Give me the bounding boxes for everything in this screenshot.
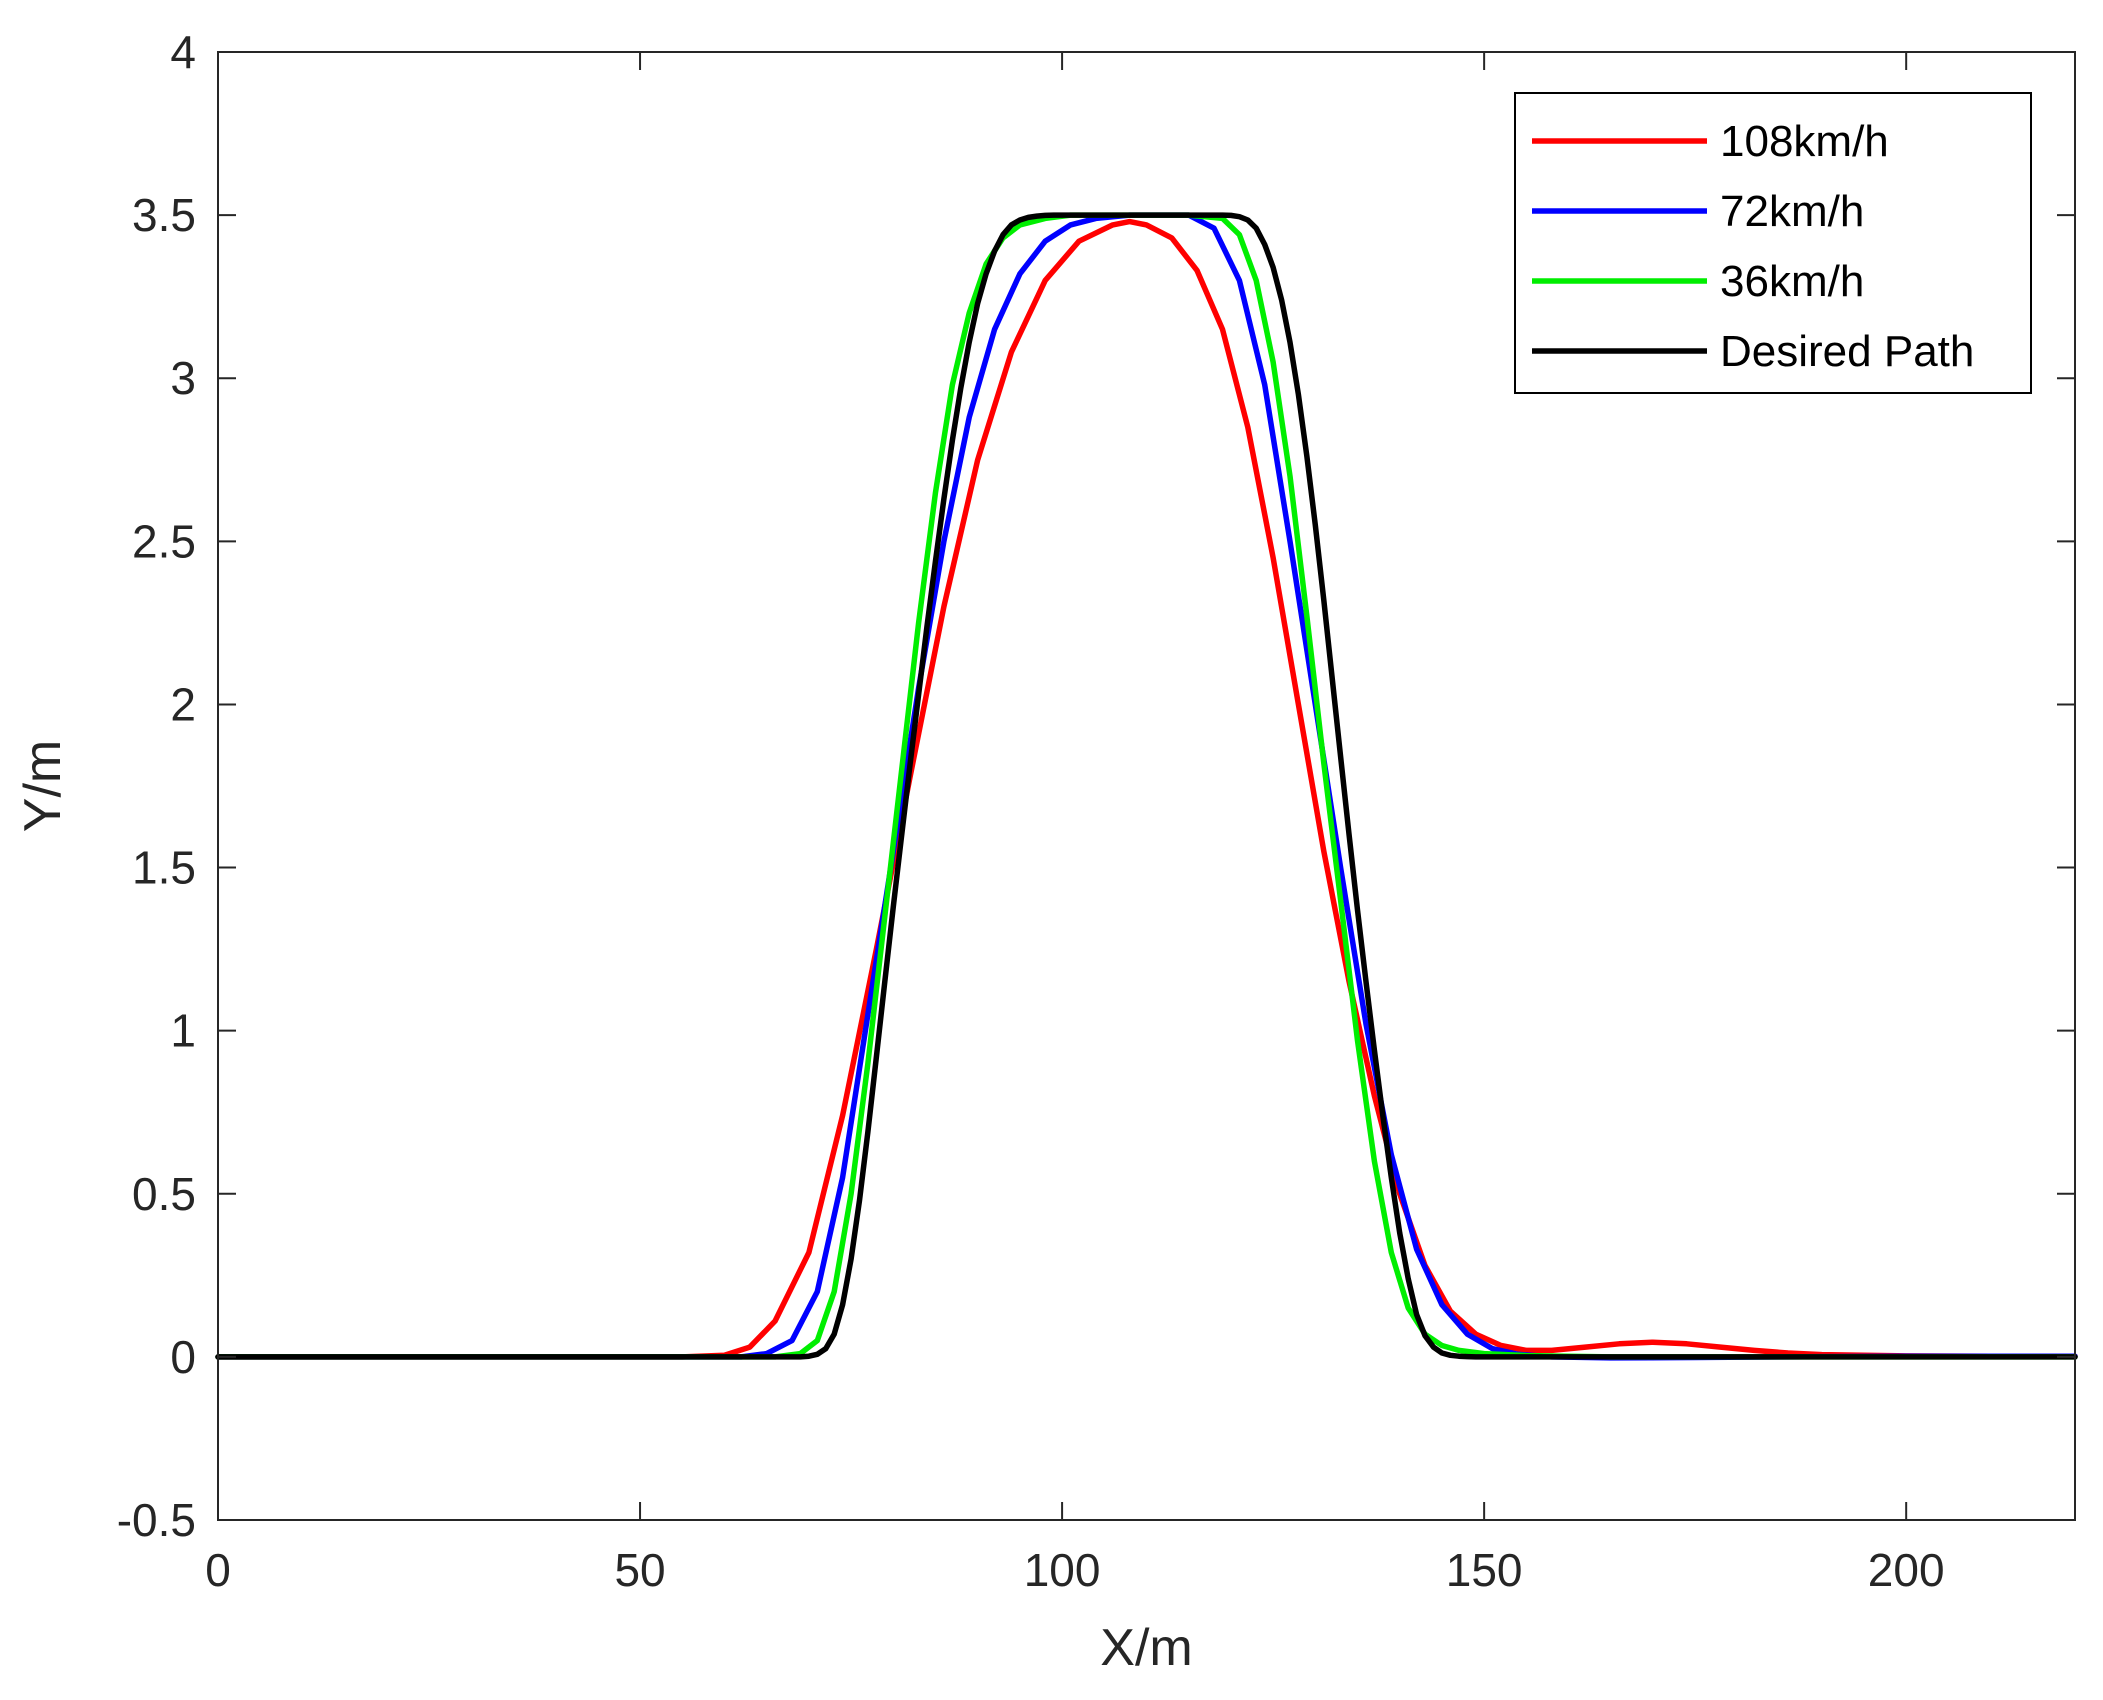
y-tick-label: 4 xyxy=(170,26,196,78)
y-tick-label: 3 xyxy=(170,352,196,404)
plot-border xyxy=(217,51,2076,1521)
legend: 108km/h 72km/h 36km/h Desired Path xyxy=(1514,92,2032,394)
y-tick-label: 2.5 xyxy=(132,515,196,567)
legend-label-0: 108km/h xyxy=(1720,117,1889,166)
series-line-3 xyxy=(215,212,2078,1360)
y-tick-label: 2 xyxy=(170,678,196,730)
y-tick-label: 0.5 xyxy=(132,1168,196,1220)
x-tick-label: 0 xyxy=(205,1544,231,1596)
ticks-layer xyxy=(217,51,2075,1521)
y-tick-label: 0 xyxy=(170,1331,196,1383)
x-tick-label: 150 xyxy=(1446,1544,1523,1596)
tick-labels: 0 50 100 150 200-0.500.511.522.533.54 xyxy=(117,26,1945,1596)
legend-label-2: 36km/h xyxy=(1720,257,1864,306)
y-tick-label: 1 xyxy=(170,1005,196,1057)
x-tick-label: 200 xyxy=(1868,1544,1945,1596)
legend-label-1: 72km/h xyxy=(1720,187,1864,236)
x-tick-label: 50 xyxy=(614,1544,665,1596)
x-tick-label: 100 xyxy=(1024,1544,1101,1596)
y-tick-label: 3.5 xyxy=(132,189,196,241)
y-tick-label: -0.5 xyxy=(117,1494,196,1546)
series-layer xyxy=(215,212,2078,1361)
y-axis-title: Y/m xyxy=(14,740,72,832)
y-tick-label: 1.5 xyxy=(132,842,196,894)
x-axis-title: X/m xyxy=(1100,1619,1192,1677)
legend-label-3: Desired Path xyxy=(1720,327,1974,376)
